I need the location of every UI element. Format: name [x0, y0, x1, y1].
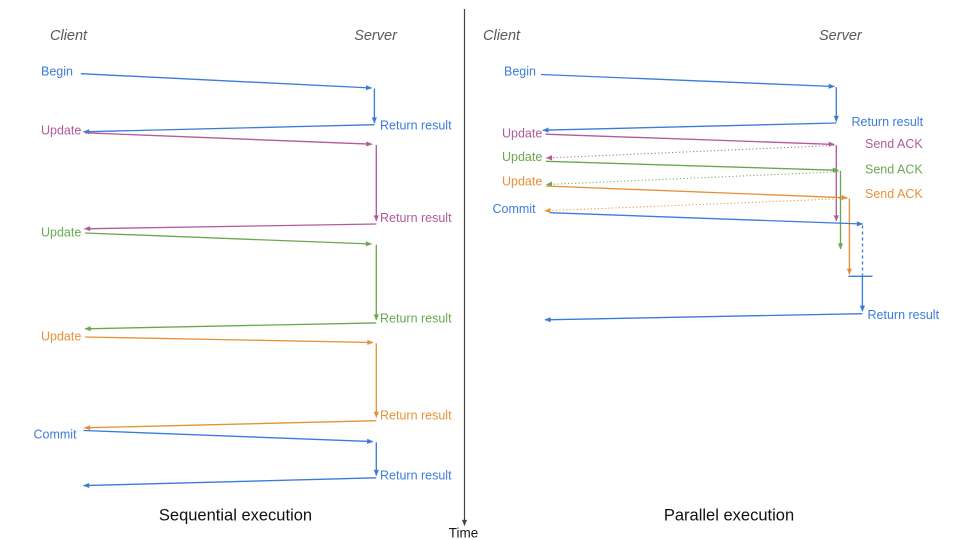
- svg-text:Return result: Return result: [380, 312, 452, 326]
- svg-text:Return result: Return result: [380, 119, 452, 133]
- svg-text:Commit: Commit: [34, 428, 78, 442]
- svg-text:Return result: Return result: [380, 211, 452, 225]
- svg-text:Update: Update: [41, 329, 81, 343]
- svg-text:Update: Update: [41, 225, 81, 239]
- svg-text:Send ACK: Send ACK: [865, 137, 923, 151]
- svg-text:Send ACK: Send ACK: [865, 187, 923, 201]
- svg-text:Commit: Commit: [493, 202, 537, 216]
- svg-text:Server: Server: [819, 28, 863, 44]
- svg-text:Client: Client: [50, 28, 88, 44]
- svg-text:Begin: Begin: [504, 65, 536, 79]
- svg-text:Client: Client: [483, 28, 521, 44]
- svg-text:Update: Update: [502, 127, 542, 141]
- svg-text:Return result: Return result: [380, 408, 452, 422]
- svg-text:Update: Update: [502, 174, 542, 188]
- svg-text:Sequential execution: Sequential execution: [159, 507, 312, 525]
- svg-text:Server: Server: [354, 28, 398, 44]
- svg-text:Time: Time: [449, 526, 479, 540]
- svg-text:Update: Update: [41, 124, 81, 138]
- svg-text:Update: Update: [502, 150, 542, 164]
- svg-text:Parallel execution: Parallel execution: [664, 507, 794, 525]
- svg-text:Return result: Return result: [868, 308, 940, 322]
- svg-text:Begin: Begin: [41, 65, 73, 79]
- svg-text:Return result: Return result: [380, 469, 452, 483]
- svg-text:Return result: Return result: [852, 115, 924, 129]
- svg-text:Send ACK: Send ACK: [865, 162, 923, 176]
